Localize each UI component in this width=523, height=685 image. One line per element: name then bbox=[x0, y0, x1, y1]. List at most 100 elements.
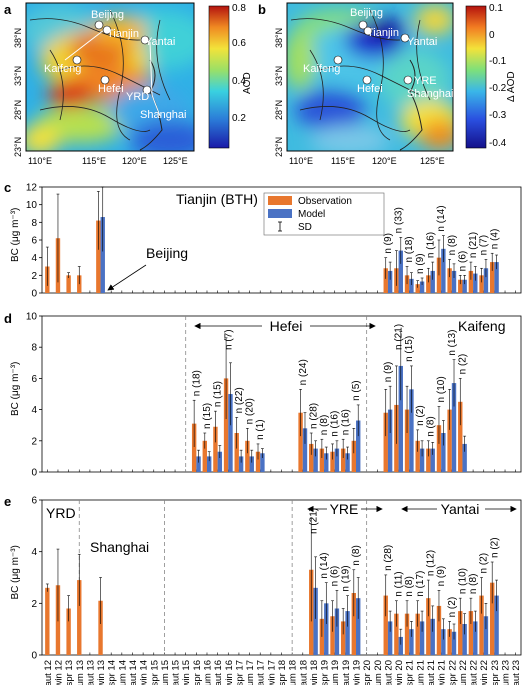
x-tick-label: sum 17 bbox=[245, 660, 256, 685]
model-bar bbox=[462, 279, 467, 293]
panel-c-title: Tianjin (BTH) bbox=[176, 191, 258, 207]
legend-sd-label: SD bbox=[298, 222, 312, 233]
sample-count-label: n (24) bbox=[298, 359, 309, 385]
x-tick-label: aut 12 bbox=[43, 660, 54, 685]
x-tick-label: spr 20 bbox=[362, 660, 373, 685]
sample-count-label: n (21) bbox=[468, 232, 479, 258]
x-tick-label: win 22 bbox=[479, 660, 490, 685]
sample-count-label: n (9) bbox=[415, 253, 426, 274]
sample-count-label: n (9) bbox=[436, 566, 447, 587]
observation-bar bbox=[202, 440, 207, 472]
model-bar bbox=[334, 608, 340, 655]
model-bar bbox=[345, 611, 350, 655]
sample-count-label: n (8) bbox=[426, 416, 437, 437]
map-b-city-hefei bbox=[362, 75, 372, 85]
model-bar bbox=[324, 453, 329, 472]
map-a-cbar-tick: 0.4 bbox=[232, 76, 246, 87]
model-bar bbox=[217, 451, 223, 472]
observation-bar bbox=[489, 582, 495, 655]
sample-count-label: n (12) bbox=[426, 550, 437, 576]
x-tick-label: sum 18 bbox=[288, 660, 299, 685]
map-b-cbar-tick: -0.4 bbox=[489, 138, 507, 149]
x-tick-label: spr 17 bbox=[234, 660, 245, 685]
sample-count-label: n (1) bbox=[255, 419, 266, 440]
observation-bar bbox=[298, 412, 303, 472]
observation-bar bbox=[223, 378, 229, 472]
sample-count-label: n (16) bbox=[426, 232, 437, 258]
model-bar bbox=[409, 278, 414, 293]
map-a-city-tianjin bbox=[102, 25, 112, 35]
model-bar bbox=[441, 433, 446, 472]
model-bar bbox=[451, 270, 457, 293]
x-tick-label: win 18 bbox=[309, 660, 320, 685]
x-tick-label: spr 14 bbox=[107, 660, 118, 685]
panel-e-yre-label: YRE bbox=[330, 501, 359, 517]
sample-count-label: n (21) bbox=[394, 324, 405, 350]
map-b-cbar-tick: -0.2 bbox=[489, 83, 507, 94]
sample-count-label: n (16) bbox=[340, 409, 351, 435]
sample-count-label: n (2) bbox=[447, 597, 458, 618]
observation-bar bbox=[351, 593, 357, 655]
model-bar bbox=[260, 453, 265, 472]
sample-count-label: n (22) bbox=[234, 387, 245, 413]
sample-count-label: n (8) bbox=[447, 235, 458, 256]
map-a-colorbar bbox=[208, 5, 230, 149]
sample-count-label: n (28) bbox=[383, 545, 394, 571]
observation-bar bbox=[394, 613, 399, 655]
map-b-cbar-tick: -0.3 bbox=[489, 110, 507, 121]
map-b-colorbar-label: Δ AOD bbox=[506, 71, 517, 102]
legend-model-label: Model bbox=[298, 209, 325, 220]
map-b: Beijing Tianjin Yantai Kaifeng Hefei YRE… bbox=[258, 2, 517, 166]
y-tick-label: 2 bbox=[31, 599, 37, 610]
model-bar bbox=[409, 389, 414, 472]
x-tick-label: win 17 bbox=[266, 660, 277, 685]
map-b-cbar-tick: -0.1 bbox=[489, 56, 507, 67]
panel-letter-d: d bbox=[4, 311, 12, 326]
sample-count-label: n (20) bbox=[245, 398, 256, 424]
model-bar bbox=[387, 621, 393, 655]
map-b-label-hefei: Hefei bbox=[357, 83, 383, 95]
observation-bar bbox=[255, 451, 261, 472]
model-bar bbox=[387, 409, 393, 472]
x-tick-label: aut 17 bbox=[256, 660, 267, 685]
x-tick-label: win 15 bbox=[181, 660, 192, 685]
observation-bar bbox=[77, 580, 82, 655]
observation-bar bbox=[415, 284, 420, 293]
observation-bar bbox=[96, 220, 101, 293]
x-tick-label: sum 20 bbox=[373, 660, 384, 685]
map-a-label-yantai: Yantai bbox=[145, 36, 175, 48]
panel-c-beijing-arrow bbox=[107, 264, 147, 291]
sample-count-label: n (10) bbox=[436, 376, 447, 402]
x-tick-label: aut 19 bbox=[341, 660, 352, 685]
x-tick-label: spr 21 bbox=[405, 660, 416, 685]
x-tick-label: sum 21 bbox=[415, 660, 426, 685]
map-b-label-yantai: Yantai bbox=[407, 36, 437, 48]
x-tick-label: win 20 bbox=[394, 660, 405, 685]
map-a-lon-115: 115°E bbox=[82, 156, 106, 166]
model-bar bbox=[409, 629, 414, 655]
x-tick-label: aut 22 bbox=[469, 660, 480, 685]
map-a-city-kaifeng bbox=[72, 55, 82, 65]
sample-count-label: n (2) bbox=[457, 354, 468, 375]
model-bar bbox=[302, 428, 308, 472]
observation-bar bbox=[415, 440, 420, 472]
sample-count-label: n (14) bbox=[319, 553, 330, 579]
model-bar bbox=[196, 456, 201, 472]
x-tick-label: aut 14 bbox=[128, 660, 139, 685]
model-bar bbox=[419, 621, 425, 655]
y-tick-label: 6 bbox=[31, 496, 37, 507]
panel-letter-e: e bbox=[4, 494, 11, 509]
x-tick-label: spr 23 bbox=[490, 660, 501, 685]
sample-count-label: n (19) bbox=[340, 565, 351, 591]
observation-bar bbox=[468, 611, 474, 655]
sample-count-label: n (5) bbox=[351, 380, 362, 401]
x-tick-label: win 21 bbox=[437, 660, 448, 685]
model-bar bbox=[356, 598, 361, 655]
map-a-label-tianjin: Tianjin bbox=[107, 28, 139, 40]
observation-bar bbox=[213, 426, 218, 472]
x-tick-label: aut 15 bbox=[171, 660, 182, 685]
observation-bar bbox=[489, 262, 495, 293]
model-bar bbox=[334, 448, 340, 472]
map-a-city-hefei bbox=[100, 75, 110, 85]
